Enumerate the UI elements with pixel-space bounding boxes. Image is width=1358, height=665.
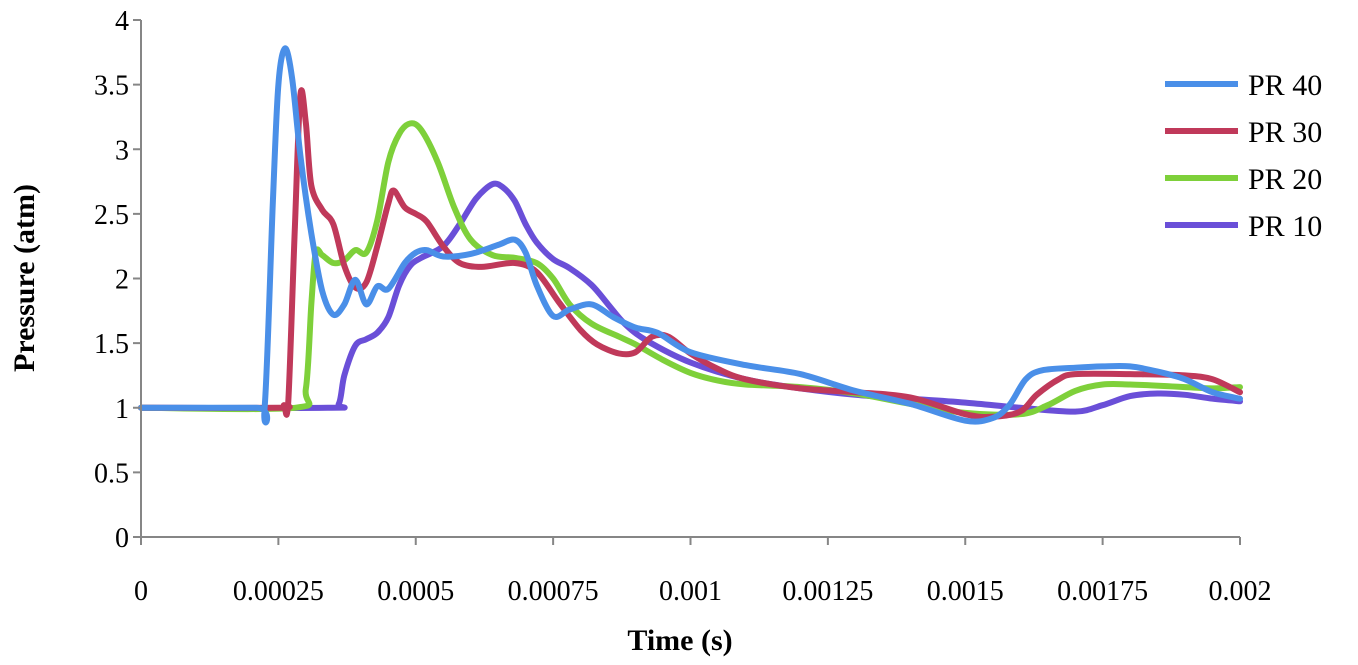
- y-axis-title: Pressure (atm): [8, 184, 41, 372]
- x-tick-label: 0.0005: [377, 576, 454, 607]
- x-tick-label: 0.00075: [508, 576, 599, 607]
- series-line-pr-20: [138, 120, 1243, 418]
- series-line-pr-40: [138, 45, 1243, 426]
- x-tick-label: 0.00175: [1057, 576, 1148, 607]
- y-tick-label: 0.5: [94, 458, 129, 489]
- legend-label-pr-20: PR 20: [1248, 163, 1322, 196]
- legend-label-pr-40: PR 40: [1248, 69, 1322, 102]
- legend: PR 40 PR 30 PR 20 PR 10: [1165, 69, 1322, 243]
- y-tick-label: 3.5: [94, 71, 129, 102]
- x-tick-label: 0.00125: [782, 576, 873, 607]
- y-tick-label: 1: [115, 394, 129, 425]
- series-line-pr-10: [138, 180, 1243, 415]
- y-axis-ticks: 0 0.5 1 1.5 2 2.5 3 3.5 4: [94, 6, 141, 554]
- x-axis-title: Time (s): [627, 624, 732, 657]
- x-tick-label: 0.0015: [927, 576, 1004, 607]
- y-tick-label: 3: [115, 135, 129, 166]
- y-tick-label: 1.5: [94, 329, 129, 360]
- legend-label-pr-10: PR 10: [1248, 210, 1322, 243]
- x-tick-label: 0.001: [659, 576, 722, 607]
- y-tick-label: 2: [115, 265, 129, 296]
- x-tick-label: 0: [134, 576, 148, 607]
- y-tick-label: 0: [115, 523, 129, 554]
- y-tick-label: 4: [115, 6, 129, 37]
- x-axis-ticks: 0 0.00025 0.0005 0.00075 0.001 0.00125 0.0015 0…: [134, 537, 1272, 607]
- x-tick-label: 0.00025: [233, 576, 324, 607]
- y-tick-label: 2.5: [94, 200, 129, 231]
- legend-label-pr-30: PR 30: [1248, 116, 1322, 149]
- x-tick-label: 0.002: [1209, 576, 1272, 607]
- plot-area: [138, 45, 1243, 426]
